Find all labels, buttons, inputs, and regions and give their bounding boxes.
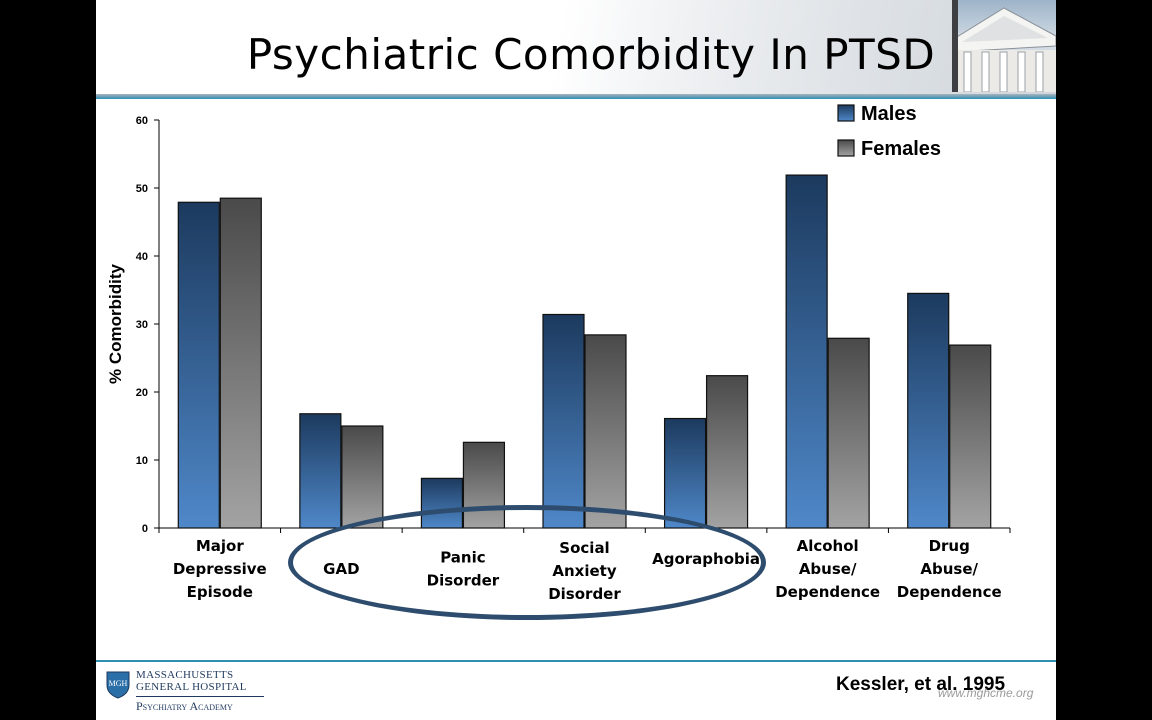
y-tick-label: 0 [142,523,148,535]
legend: Males Females [837,103,941,160]
mgh-shield-text: MGH [109,679,128,688]
x-category-label: Depressive [173,560,267,578]
bar-males-1 [299,413,342,529]
anxiety-disorders-circle [288,505,766,620]
logo-text-massachusetts: MASSACHUSETTS [136,669,234,681]
bar-males-4 [663,417,707,529]
legend-swatch-males [837,104,855,122]
mgh-shield-icon: MGH [106,671,130,699]
y-tick-label: 60 [136,115,148,127]
bar-females-1 [341,425,384,529]
x-category-label: Episode [187,583,253,601]
bar-males-3 [542,313,585,529]
x-category-label: Major [196,537,244,555]
bar-females-4 [705,375,749,529]
slide-title: Psychiatric Comorbidity In PTSD [246,30,936,79]
x-category-label: Drug [929,537,970,555]
bars [177,174,992,529]
y-tick-label: 50 [136,183,148,195]
title-band [96,0,1056,94]
y-tick-label: 40 [136,251,148,263]
x-category-label: Dependence [897,583,1002,601]
header-rule [96,94,1056,99]
legend-label-males: Males [861,103,917,125]
y-tick-label: 30 [136,319,148,331]
citation: Kessler, et al. 1995 [836,674,1006,695]
x-category-label: Alcohol [797,537,859,555]
logo-divider [136,696,264,697]
y-tick-label: 10 [136,455,148,467]
y-tick-label: 20 [136,387,148,399]
header-building-photo [952,0,1056,92]
legend-swatch-females [837,139,855,157]
bar-females-5 [827,337,870,529]
bar-females-6 [949,344,992,529]
logo-text-general-hospital: GENERAL HOSPITAL [136,681,247,693]
x-category-label: Dependence [775,583,880,601]
bar-females-3 [584,334,627,529]
bar-males-0 [177,201,220,529]
footer-rule [96,660,1056,662]
y-axis-label: % Comorbidity [106,263,125,383]
website-url: www.mghcme.org [938,686,1034,700]
x-category-label: Abuse/ [799,560,857,578]
mgh-logo: MGH MASSACHUSETTS GENERAL HOSPITAL Psych… [106,669,266,715]
bar-males-5 [785,174,828,529]
bar-chart: 0 10 20 30 40 50 60 % Comorbidity Major Depressi… [106,103,1011,603]
logo-text-psychiatry-academy: Psychiatry Academy [136,699,233,713]
legend-label-females: Females [861,138,941,160]
x-category-label: Abuse/ [920,560,978,578]
bar-males-6 [907,292,950,529]
bar-females-0 [219,197,262,529]
